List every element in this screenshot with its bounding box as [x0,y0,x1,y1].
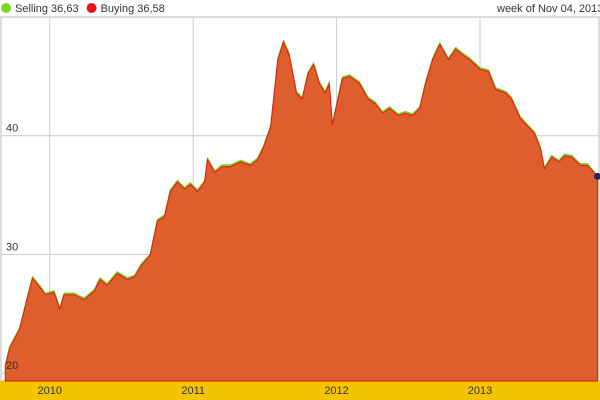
legend-name: Buying [101,3,135,15]
x-tick-label: 2012 [324,385,348,397]
x-tick-label: 2011 [181,385,205,397]
area-series [4,41,599,382]
end-marker [594,172,600,180]
legend-value: 36,58 [137,3,165,15]
x-tick-label: 2010 [38,385,62,397]
legend-label: Selling 36,63 [15,3,79,15]
legend-name: Selling [15,3,48,15]
x-tick-label: 2013 [468,385,492,397]
y-tick-label: 20 [6,360,18,372]
legend-value: 36,63 [51,3,79,15]
legend-swatch [86,3,97,13]
y-tick-label: 40 [6,123,18,135]
legend-swatch [1,3,11,13]
legend-label: Buying 36,58 [101,3,165,15]
y-tick-label: 30 [6,241,18,253]
subtitle: week of Nov 04, 2013 [496,3,600,15]
x-axis-band [0,381,600,400]
